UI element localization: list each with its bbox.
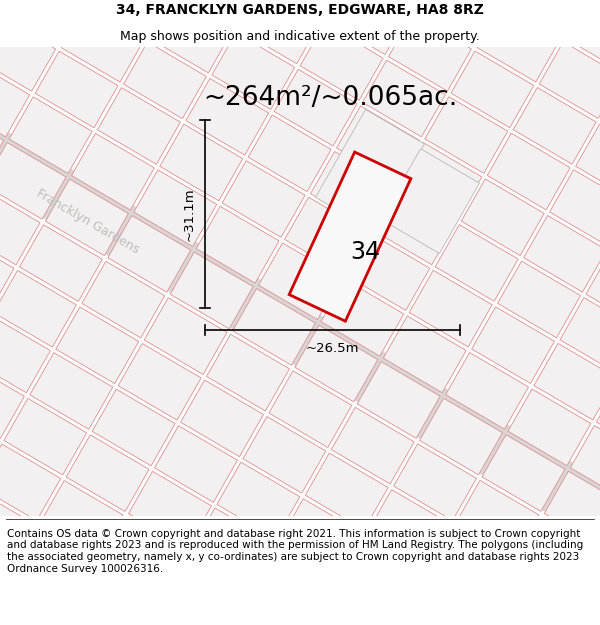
Polygon shape	[399, 142, 482, 219]
Polygon shape	[477, 5, 560, 82]
Polygon shape	[586, 252, 600, 329]
Polygon shape	[0, 60, 29, 137]
Polygon shape	[284, 198, 367, 274]
Polygon shape	[103, 517, 185, 594]
Text: 34: 34	[350, 240, 380, 264]
Polygon shape	[487, 133, 570, 210]
Polygon shape	[14, 526, 97, 603]
Polygon shape	[87, 0, 170, 36]
Polygon shape	[534, 343, 600, 420]
Polygon shape	[419, 398, 503, 475]
Text: Contains OS data © Crown copyright and database right 2021. This information is : Contains OS data © Crown copyright and d…	[7, 529, 583, 574]
Polygon shape	[4, 398, 87, 475]
Polygon shape	[357, 362, 440, 438]
Polygon shape	[259, 243, 341, 319]
Polygon shape	[368, 489, 451, 566]
Polygon shape	[596, 380, 600, 456]
Polygon shape	[0, 106, 4, 182]
Polygon shape	[46, 179, 128, 256]
Polygon shape	[118, 344, 201, 420]
Polygon shape	[518, 517, 600, 594]
Polygon shape	[295, 325, 378, 402]
Polygon shape	[373, 188, 456, 265]
Polygon shape	[0, 142, 66, 219]
Polygon shape	[108, 216, 191, 292]
Text: Map shows position and indicative extent of the property.: Map shows position and indicative extent…	[120, 30, 480, 43]
Polygon shape	[461, 179, 544, 256]
Polygon shape	[482, 435, 565, 511]
Polygon shape	[212, 32, 295, 109]
Polygon shape	[0, 234, 14, 311]
Polygon shape	[394, 444, 476, 521]
Polygon shape	[513, 88, 596, 164]
Polygon shape	[0, 490, 35, 566]
Polygon shape	[175, 0, 259, 28]
Polygon shape	[362, 60, 445, 137]
Polygon shape	[243, 416, 326, 493]
Polygon shape	[581, 554, 600, 625]
Polygon shape	[253, 544, 336, 621]
Polygon shape	[497, 261, 581, 338]
Polygon shape	[415, 0, 497, 46]
Polygon shape	[144, 298, 227, 374]
Polygon shape	[92, 389, 175, 466]
Polygon shape	[160, 124, 243, 201]
Polygon shape	[0, 188, 40, 265]
Polygon shape	[352, 0, 435, 9]
Polygon shape	[279, 499, 362, 576]
Polygon shape	[337, 106, 419, 182]
Polygon shape	[0, 362, 25, 439]
Polygon shape	[264, 0, 347, 18]
Polygon shape	[409, 270, 492, 347]
Polygon shape	[0, 0, 19, 9]
Polygon shape	[71, 133, 154, 210]
Polygon shape	[550, 170, 600, 246]
Polygon shape	[56, 307, 139, 384]
Polygon shape	[305, 453, 388, 530]
Polygon shape	[300, 24, 383, 100]
Polygon shape	[316, 109, 424, 232]
Polygon shape	[380, 149, 479, 254]
Polygon shape	[35, 51, 118, 127]
Polygon shape	[0, 444, 61, 521]
Text: ~264m²/~0.065ac.: ~264m²/~0.065ac.	[203, 84, 457, 111]
Polygon shape	[560, 298, 600, 374]
Polygon shape	[347, 234, 430, 311]
Polygon shape	[0, 536, 9, 612]
Polygon shape	[341, 535, 425, 612]
Polygon shape	[565, 0, 600, 72]
Polygon shape	[40, 481, 123, 558]
Polygon shape	[524, 216, 600, 292]
Polygon shape	[238, 0, 321, 64]
Polygon shape	[544, 471, 600, 548]
Polygon shape	[191, 508, 274, 584]
Polygon shape	[0, 14, 56, 91]
Polygon shape	[248, 115, 331, 192]
Polygon shape	[425, 97, 508, 173]
Polygon shape	[591, 0, 600, 27]
Polygon shape	[571, 426, 600, 503]
Polygon shape	[165, 554, 248, 625]
Polygon shape	[233, 289, 316, 365]
Polygon shape	[446, 352, 529, 429]
Polygon shape	[508, 389, 591, 466]
Text: 34, FRANCKLYN GARDENS, EDGWARE, HA8 8RZ: 34, FRANCKLYN GARDENS, EDGWARE, HA8 8RZ	[116, 3, 484, 18]
Polygon shape	[217, 462, 300, 539]
Polygon shape	[222, 161, 305, 238]
Polygon shape	[181, 380, 263, 457]
Polygon shape	[124, 42, 206, 119]
Polygon shape	[269, 371, 352, 448]
Polygon shape	[289, 152, 411, 321]
Polygon shape	[575, 124, 600, 201]
Polygon shape	[9, 97, 92, 174]
Text: ~31.1m: ~31.1m	[182, 187, 196, 241]
Polygon shape	[321, 279, 404, 356]
Polygon shape	[128, 471, 211, 548]
Polygon shape	[435, 224, 518, 301]
Polygon shape	[134, 170, 217, 246]
Polygon shape	[0, 316, 50, 392]
Polygon shape	[0, 271, 76, 347]
Polygon shape	[61, 6, 144, 82]
Polygon shape	[311, 151, 394, 228]
